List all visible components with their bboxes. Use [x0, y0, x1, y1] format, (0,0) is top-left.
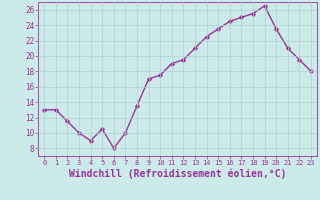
- X-axis label: Windchill (Refroidissement éolien,°C): Windchill (Refroidissement éolien,°C): [69, 169, 286, 179]
